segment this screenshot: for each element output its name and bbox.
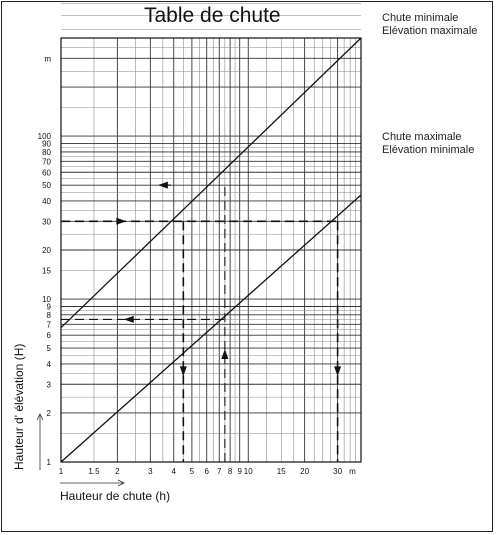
axis-unit-labels: mm: [44, 54, 356, 476]
x-tick-label: 2: [115, 467, 120, 476]
y-tick-label: 9: [47, 303, 52, 312]
x-arrow-head: [117, 479, 125, 487]
y-axis-arrow: [36, 413, 44, 470]
y-tick-label: 7: [47, 320, 52, 329]
series-label-2: Chute maximale Elévation minimale: [382, 131, 475, 156]
y-arrow-head: [36, 413, 44, 421]
arrow-0: [116, 217, 127, 225]
x-tick-label: 30: [333, 467, 342, 476]
x-tick-label: 10: [244, 467, 253, 476]
y-axis-label: Hauteur d' élévation (H): [12, 343, 26, 470]
y-tick-label: 20: [42, 246, 51, 255]
arrow-4: [221, 349, 229, 360]
arrow-1: [179, 366, 187, 377]
x-tick-label: 15: [277, 467, 286, 476]
y-tick-label: 70: [42, 157, 51, 166]
x-tick-label: 6: [204, 467, 209, 476]
y-unit-label: m: [44, 54, 51, 63]
grid: [60, 3, 362, 463]
x-tick-label: 20: [300, 467, 309, 476]
y-tick-label: 40: [42, 197, 51, 206]
y-tick-label: 60: [42, 168, 51, 177]
arrow-2: [334, 366, 342, 377]
x-tick-label: 1: [59, 467, 64, 476]
plot-border: [60, 37, 362, 463]
x-unit-label: m: [349, 467, 356, 476]
x-tick-label: 8: [228, 467, 233, 476]
x-tick-label: 1.5: [88, 467, 100, 476]
x-tick-label: 5: [190, 467, 195, 476]
y-tick-label: 10: [42, 295, 51, 304]
y-tick-label: 6: [47, 331, 52, 340]
x-tick-label: 9: [237, 467, 242, 476]
y-tick-label: 4: [47, 360, 52, 369]
y-tick-label: 80: [42, 148, 51, 157]
y-tick-label: 8: [47, 311, 52, 320]
x-tick-label: 4: [172, 467, 177, 476]
y-tick-label: 30: [42, 217, 51, 226]
y-tick-label: 15: [42, 266, 51, 275]
y-tick-label: 100: [38, 132, 52, 141]
x-tick-label: 3: [148, 467, 153, 476]
x-tick-label: 7: [217, 467, 222, 476]
series: [60, 37, 362, 463]
series-label-1: Chute minimale Elévation maximale: [382, 12, 478, 37]
annotations: [61, 181, 342, 462]
y-tick-label: 90: [42, 140, 51, 149]
chart-title: Table de chute: [144, 4, 281, 27]
series-line-1: [60, 37, 362, 329]
y-tick-label: 50: [42, 181, 51, 190]
axes: [60, 37, 362, 463]
y-tick-label: 1: [47, 458, 52, 467]
arrow-3: [123, 315, 134, 323]
series-line-2: [60, 194, 362, 463]
y-tick-label: 3: [47, 380, 52, 389]
y-tick-label: 2: [47, 409, 52, 418]
y-tick-label: 5: [47, 344, 52, 353]
x-axis-label: Hauteur de chute (h): [60, 489, 171, 503]
x-tick-labels: 1 1.5 2 3 4 5 6 7 8 9 10 15 20 30: [59, 467, 343, 476]
x-axis-arrow: [60, 479, 125, 487]
